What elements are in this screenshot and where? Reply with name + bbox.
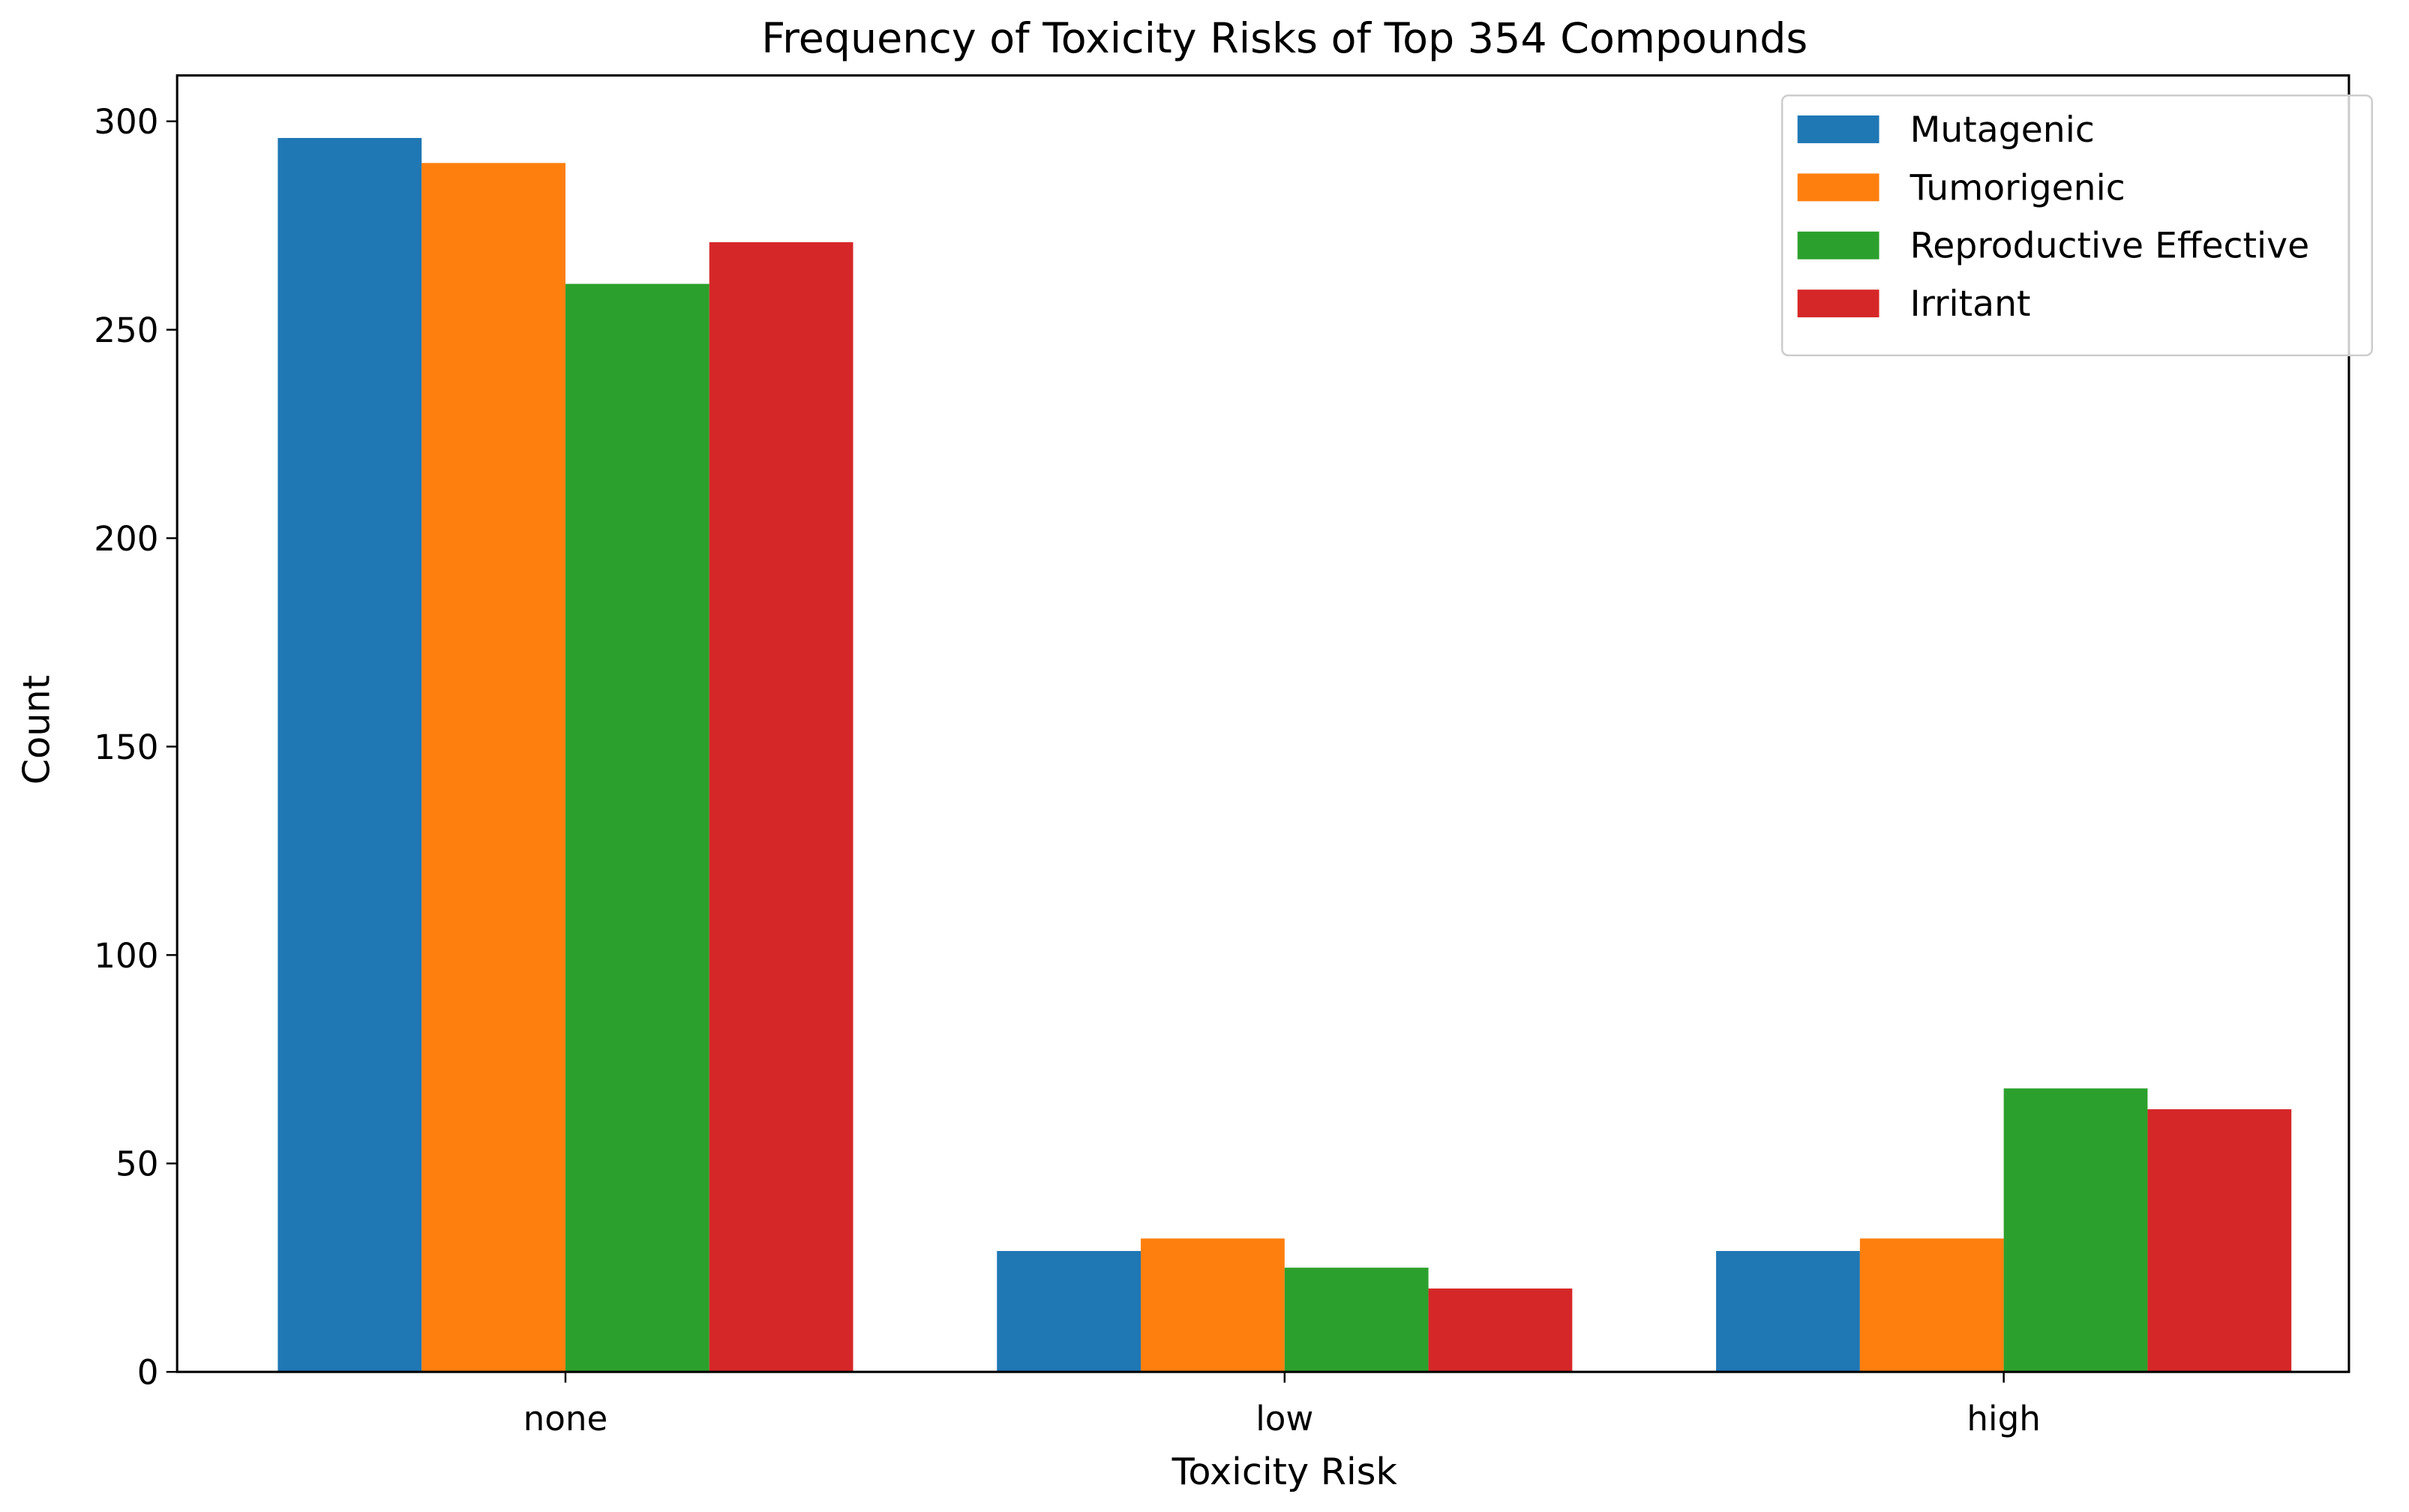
bar <box>422 163 566 1372</box>
y-tick-label: 0 <box>137 1353 159 1393</box>
legend-swatch <box>1797 173 1880 202</box>
legend-label: Tumorigenic <box>1910 167 2126 208</box>
y-tick-label: 100 <box>94 936 158 976</box>
legend: Mutagenic Tumorigenic Reproductive Effecti… <box>1780 94 2373 357</box>
y-tick-label: 250 <box>94 310 158 350</box>
legend-swatch <box>1797 115 1880 143</box>
bar <box>1141 1238 1285 1372</box>
bar <box>565 284 710 1372</box>
y-tick-label: 300 <box>94 102 158 142</box>
y-tick-label: 200 <box>94 519 158 559</box>
legend-label: Mutagenic <box>1910 110 2095 151</box>
bar <box>2147 1109 2292 1372</box>
legend-label: Reproductive Effective <box>1910 226 2310 267</box>
y-tick-label: 50 <box>116 1144 158 1184</box>
legend-swatch <box>1797 290 1880 318</box>
bar <box>2003 1088 2148 1372</box>
x-tick-label: high <box>1966 1399 2040 1438</box>
bar <box>1428 1288 1573 1372</box>
bar <box>278 137 422 1372</box>
y-axis-label: Count <box>15 675 58 784</box>
bar <box>709 242 854 1372</box>
x-tick-label: none <box>524 1399 608 1438</box>
x-axis-label: Toxicity Risk <box>1172 1450 1398 1493</box>
x-tick-label: low <box>1256 1399 1313 1438</box>
bar <box>1716 1250 1860 1372</box>
plot-frame <box>176 74 2350 1373</box>
bar <box>997 1250 1142 1372</box>
legend-frame <box>1780 94 2373 357</box>
legend-label: Irritant <box>1910 284 2031 325</box>
chart-title: Frequency of Toxicity Risks of Top 354 C… <box>761 15 1808 63</box>
bar <box>1859 1238 2004 1372</box>
legend-swatch <box>1797 231 1880 260</box>
y-tick-label: 150 <box>94 728 158 767</box>
bar <box>1284 1268 1429 1372</box>
